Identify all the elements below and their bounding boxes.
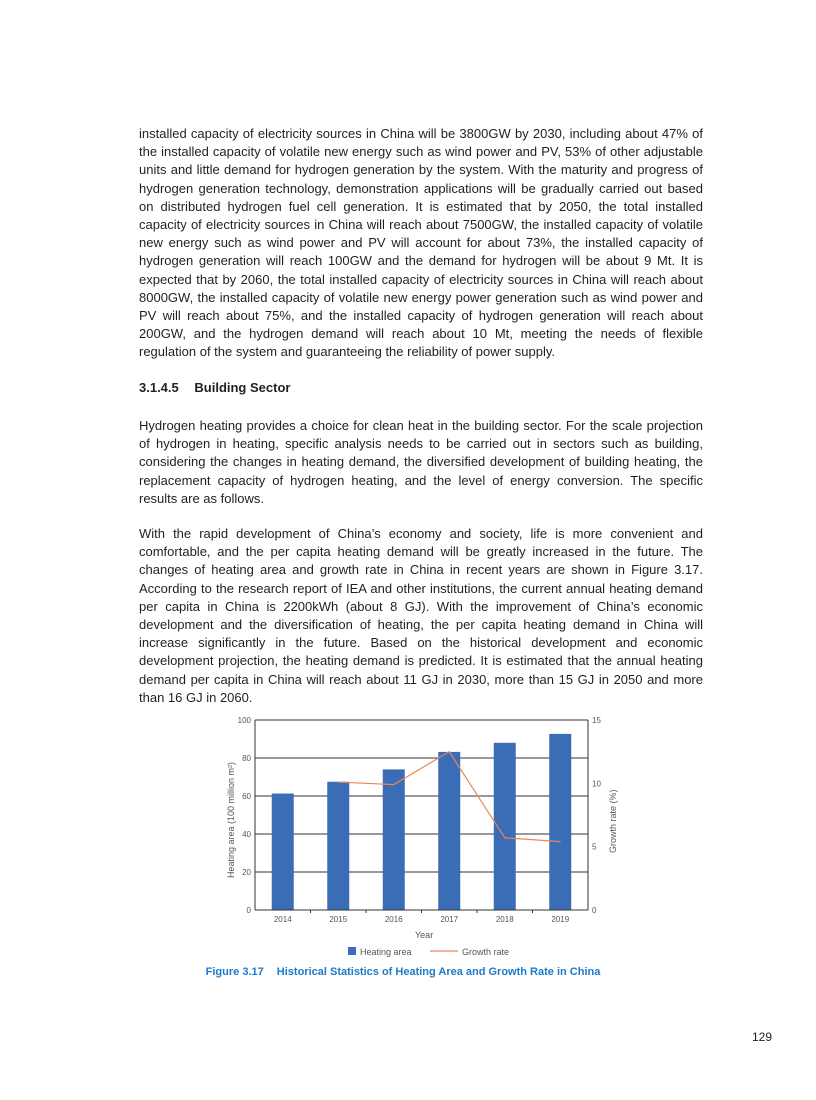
figure-caption: Figure 3.17 Historical Statistics of Hea… xyxy=(0,966,816,978)
x-tick-label: 2015 xyxy=(329,915,347,924)
legend-heating-area: Heating area xyxy=(360,947,412,957)
legend-heating-area-swatch xyxy=(348,947,356,955)
bar-2015 xyxy=(327,781,350,910)
y-tick-label: 80 xyxy=(242,754,251,763)
growth-rate-point xyxy=(337,781,339,783)
x-tick-label: 2017 xyxy=(440,915,458,924)
y2-axis-label: Growth rate (%) xyxy=(608,789,618,853)
legend-growth-rate: Growth rate xyxy=(462,947,509,957)
section-title: Building Sector xyxy=(194,380,291,395)
bar-2019 xyxy=(549,733,572,910)
growth-rate-point xyxy=(393,784,395,786)
y-tick-label: 40 xyxy=(242,830,251,839)
section-number: 3.1.4.5 xyxy=(139,380,179,395)
x-axis-label: Year xyxy=(415,930,433,940)
growth-rate-point xyxy=(504,837,506,839)
y2-tick-label: 0 xyxy=(592,906,597,915)
y2-tick-label: 10 xyxy=(592,779,601,788)
x-tick-label: 2018 xyxy=(496,915,514,924)
page-number: 129 xyxy=(752,1030,773,1044)
y-tick-label: 60 xyxy=(242,792,251,801)
y-tick-label: 100 xyxy=(238,716,252,725)
paragraph-power-sector: installed capacity of electricity source… xyxy=(139,126,703,360)
y2-tick-label: 5 xyxy=(592,843,597,852)
bar-2018 xyxy=(493,742,516,910)
y-tick-label: 20 xyxy=(242,868,251,877)
bar-2016 xyxy=(382,769,405,910)
y2-tick-label: 15 xyxy=(592,716,601,725)
x-tick-label: 2014 xyxy=(274,915,292,924)
x-tick-label: 2016 xyxy=(385,915,403,924)
y-axis-label: Heating area (100 million m²) xyxy=(226,762,236,878)
growth-rate-point xyxy=(448,751,450,753)
section-heading: 3.1.4.5 Building Sector xyxy=(139,380,302,395)
bar-2017 xyxy=(438,751,461,910)
heating-chart: 0 20 40 60 80 100 0 5 10 15 2014 2015 2016 2017 2018 20… xyxy=(226,716,618,957)
bar-2014 xyxy=(271,793,294,910)
figure-title: Historical Statistics of Heating Area an… xyxy=(276,966,601,978)
y-tick-label: 0 xyxy=(247,906,252,915)
growth-rate-point xyxy=(559,841,561,843)
figure-number: Figure 3.17 xyxy=(205,966,264,978)
x-tick-label: 2019 xyxy=(551,915,569,924)
paragraph-hydrogen-heating: Hydrogen heating provides a choice for c… xyxy=(139,418,703,506)
paragraph-heating-demand: With the rapid development of China’s ec… xyxy=(139,526,703,705)
